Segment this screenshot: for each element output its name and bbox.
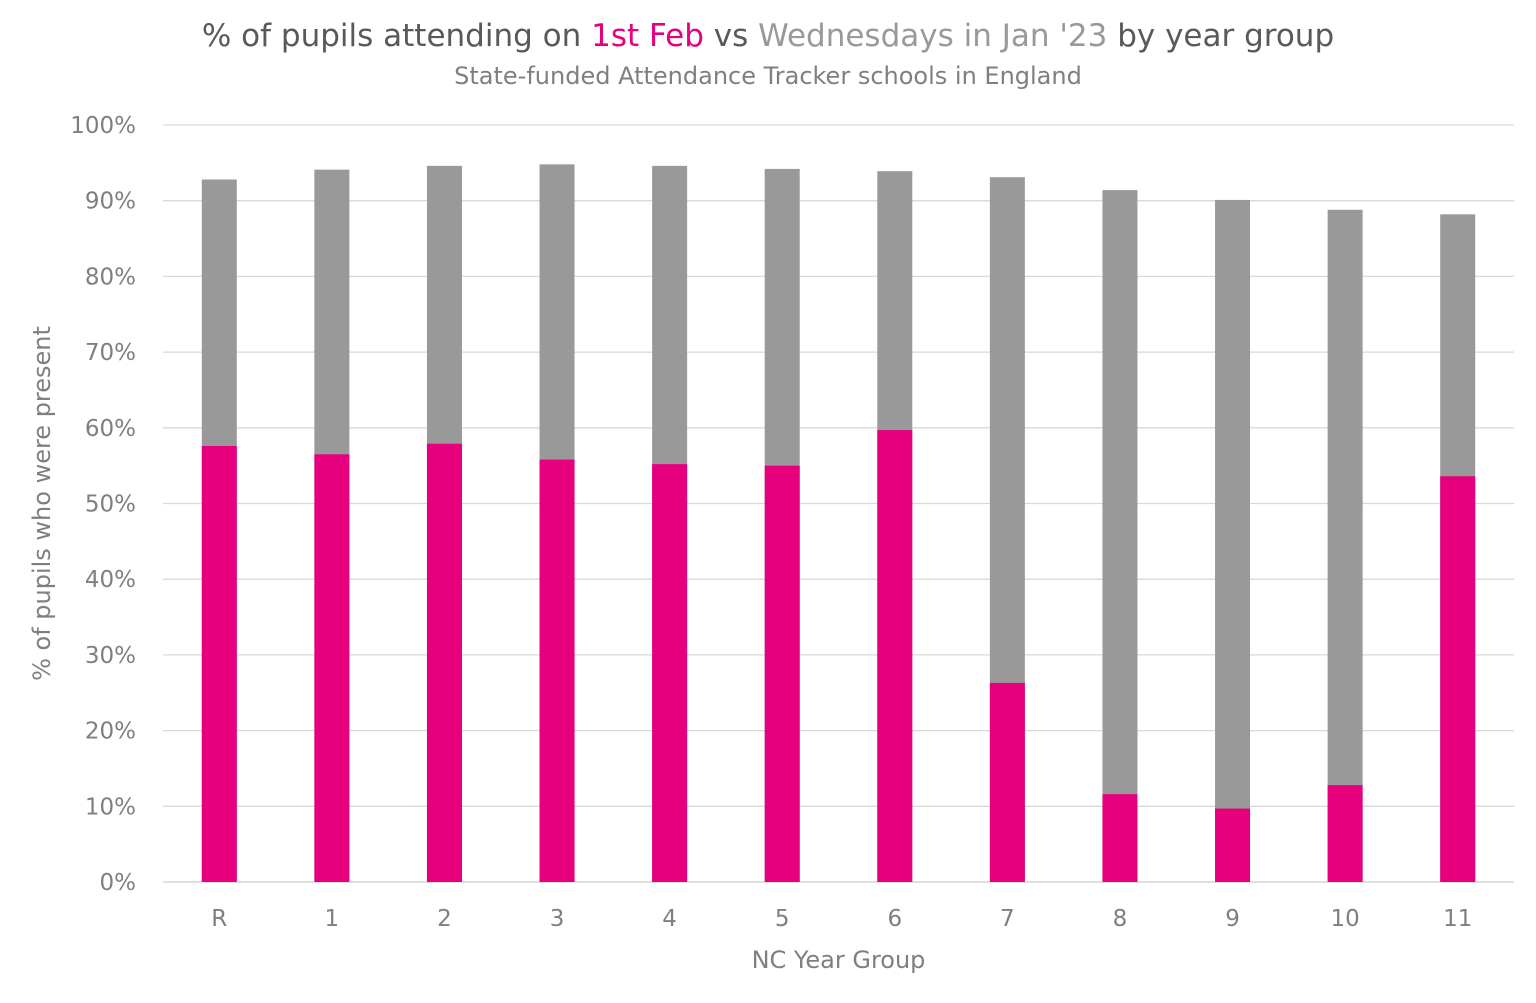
y-tick-label: 30% bbox=[85, 643, 136, 669]
title-middle: vs bbox=[703, 18, 759, 54]
y-tick-label: 100% bbox=[70, 113, 136, 139]
x-tick-label: 2 bbox=[437, 906, 452, 932]
x-tick-label: 9 bbox=[1225, 906, 1240, 932]
chart-title: % of pupils attending on 1st Feb vs Wedn… bbox=[0, 18, 1536, 54]
title-prefix: % of pupils attending on bbox=[201, 18, 592, 54]
title-secondary: Wednesdays in Jan '23 bbox=[758, 18, 1108, 54]
x-axis-title: NC Year Group bbox=[752, 946, 926, 974]
bar-feb-1st bbox=[426, 443, 462, 882]
bar-feb-1st bbox=[1327, 785, 1363, 882]
bar-feb-1st bbox=[877, 430, 913, 882]
y-tick-label: 40% bbox=[85, 567, 136, 593]
y-tick-label: 0% bbox=[100, 870, 137, 896]
x-tick-label: 8 bbox=[1113, 906, 1128, 932]
x-tick-label: 4 bbox=[662, 906, 677, 932]
x-tick-label: 11 bbox=[1443, 906, 1472, 932]
chart-subtitle: State-funded Attendance Tracker schools … bbox=[454, 62, 1082, 90]
bar-feb-1st bbox=[539, 459, 575, 882]
bar-feb-1st bbox=[989, 682, 1025, 882]
y-tick-label: 50% bbox=[85, 492, 136, 518]
y-tick-label: 60% bbox=[85, 416, 136, 442]
bar-feb-1st bbox=[1215, 808, 1251, 882]
gridlines bbox=[163, 124, 1514, 883]
y-axis-title: % of pupils who were present bbox=[28, 326, 56, 681]
x-tick-label: R bbox=[211, 906, 227, 932]
y-tick-label: 80% bbox=[85, 264, 136, 290]
y-tick-label: 70% bbox=[85, 340, 136, 366]
bar-feb-1st bbox=[764, 465, 800, 882]
bar-feb-1st bbox=[1102, 794, 1138, 882]
x-tick-label: 7 bbox=[1000, 906, 1015, 932]
x-tick-label: 10 bbox=[1330, 906, 1359, 932]
bar-feb-1st bbox=[652, 464, 688, 882]
x-tick-label: 3 bbox=[550, 906, 565, 932]
y-tick-label: 90% bbox=[85, 189, 136, 215]
bar-jan-wednesdays bbox=[1102, 190, 1138, 883]
x-tick-label: 1 bbox=[325, 906, 340, 932]
bar-feb-1st bbox=[1440, 476, 1476, 882]
bar-feb-1st bbox=[314, 454, 350, 882]
y-tick-label: 20% bbox=[85, 719, 136, 745]
bar-jan-wednesdays bbox=[1215, 199, 1251, 882]
y-axis-ticks: 0% 10% 20% 30% 40% 50% 60% 70% 80% 90% 100% bbox=[70, 113, 136, 896]
bars bbox=[201, 164, 1476, 883]
x-tick-label: 5 bbox=[775, 906, 790, 932]
x-tick-label: 6 bbox=[887, 906, 902, 932]
title-highlight: 1st Feb bbox=[591, 18, 704, 54]
bar-jan-wednesdays bbox=[1327, 209, 1363, 882]
y-tick-label: 10% bbox=[85, 794, 136, 820]
title-suffix: by year group bbox=[1107, 18, 1335, 54]
bar-feb-1st bbox=[201, 445, 237, 882]
x-axis-ticks: R 1 2 3 4 5 6 7 8 9 10 11 bbox=[211, 906, 1472, 932]
